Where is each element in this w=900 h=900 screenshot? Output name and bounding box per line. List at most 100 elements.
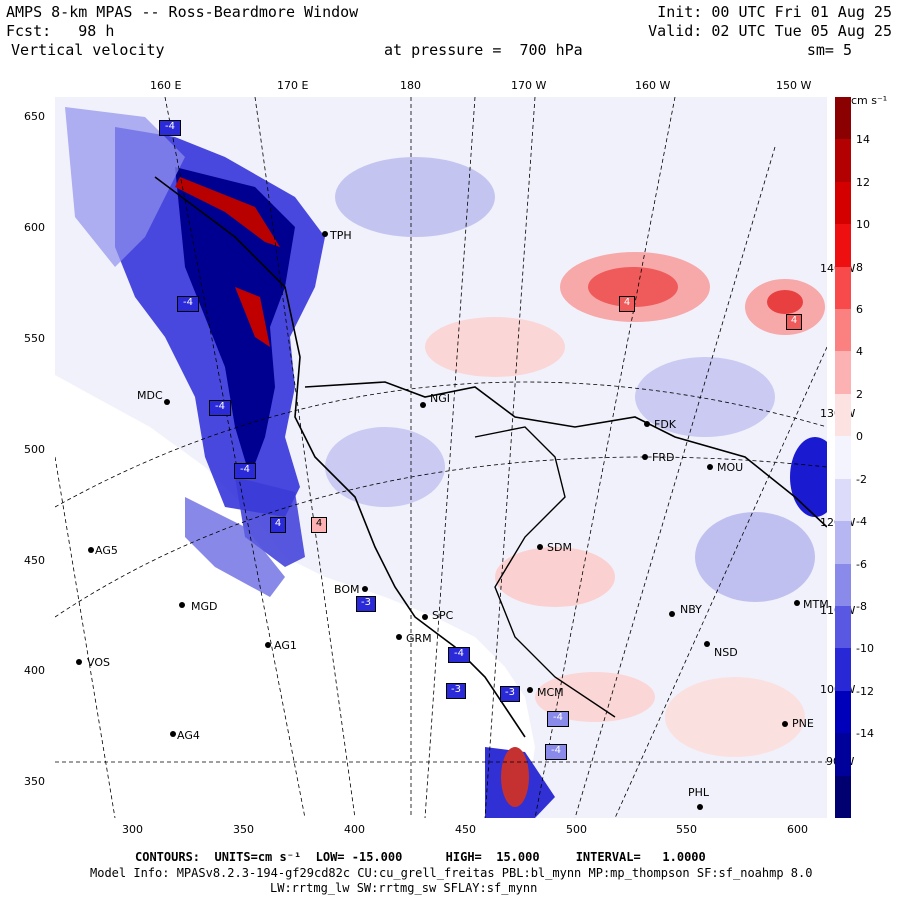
x-tick-label: 400: [344, 823, 365, 836]
station-label: BOM: [334, 583, 360, 596]
updraft-streak: [501, 747, 529, 807]
x-tick-label: 450: [455, 823, 476, 836]
colorbar-tick-label: -14: [856, 727, 874, 741]
updraft-streak: [175, 177, 280, 247]
contour-label: -4: [547, 711, 569, 727]
station-label: MOU: [717, 461, 744, 474]
colorbar-segment: [835, 97, 851, 140]
grounding-line: [474, 426, 616, 718]
colorbar-segment: [835, 351, 851, 395]
colorbar-segment: [835, 139, 851, 183]
downdraft-area: [635, 357, 775, 437]
valid-time: Valid: 02 UTC Tue 05 Aug 25: [648, 22, 892, 40]
colorbar-tick-label: 8: [856, 260, 863, 274]
station-label: VOS: [87, 656, 110, 669]
downdraft-patch: [185, 497, 285, 597]
colorbar-segment: [835, 478, 851, 522]
contour-label: 4: [270, 517, 286, 533]
contour-label: 4: [786, 314, 802, 330]
station-label: NSD: [714, 646, 738, 659]
colorbar-units: cm s⁻¹: [851, 94, 888, 107]
colorbar-segment: [835, 733, 851, 777]
contour-label: -4: [545, 744, 567, 760]
station-label: PNE: [792, 717, 814, 730]
strong-downdraft-core: [175, 167, 295, 477]
colorbar-segment: [835, 181, 851, 225]
y-tick-label: 550: [24, 332, 45, 345]
colorbar-tick-label: -6: [856, 557, 867, 571]
plot-title: AMPS 8-km MPAS -- Ross-Beardmore Window: [6, 3, 359, 21]
updraft-area: [425, 317, 565, 377]
station-label: MGD: [191, 600, 218, 613]
colorbar-segment: [835, 224, 851, 268]
y-tick-label: 650: [24, 110, 45, 123]
graticule: [55, 97, 827, 818]
station-label: FRD: [652, 451, 675, 464]
y-tick-label: 450: [24, 554, 45, 567]
station-label: FDK: [654, 418, 677, 431]
station-label: MDC: [137, 389, 163, 402]
top-lon-label: 170 E: [277, 79, 309, 92]
downdraft-area: [335, 157, 495, 237]
x-tick-label: 600: [787, 823, 808, 836]
contour-label: 4: [311, 517, 327, 533]
colorbar-segment: [835, 605, 851, 649]
top-lon-label: 160 E: [150, 79, 182, 92]
colorbar-tick-label: -8: [856, 599, 867, 613]
colorbar-tick-label: -12: [856, 684, 874, 698]
x-tick-label: 300: [122, 823, 143, 836]
colorbar: [835, 97, 851, 819]
vertical-velocity-map: [55, 97, 827, 818]
contour-label: -4: [177, 296, 199, 312]
contour-label: -3: [446, 683, 466, 699]
colorbar-tick-label: 14: [856, 133, 870, 147]
station-label: AG1: [274, 639, 297, 652]
physics-info: LW:rrtmg_lw SW:rrtmg_sw SFLAY:sf_mynn: [270, 881, 538, 895]
contour-label: -4: [234, 463, 256, 479]
model-info: Model Info: MPASv8.2.3-194-gf29cd82c CU:…: [90, 866, 813, 880]
updraft-core: [588, 267, 678, 307]
colorbar-segment: [835, 563, 851, 607]
top-lon-label: 160 W: [635, 79, 671, 92]
forecast-hour: Fcst: 98 h: [6, 22, 115, 40]
masked-terrain-region: [55, 375, 535, 818]
contour-info: CONTOURS: UNITS=cm s⁻¹ LOW= -15.000 HIGH…: [135, 850, 706, 864]
x-tick-label: 550: [676, 823, 697, 836]
contour-label: -3: [356, 596, 376, 612]
top-lon-label: 150 W: [776, 79, 812, 92]
contour-label: -4: [159, 120, 181, 136]
colorbar-tick-label: 6: [856, 303, 863, 317]
station-label: GRM: [406, 632, 432, 645]
init-time: Init: 00 UTC Fri 01 Aug 25: [657, 3, 892, 21]
x-tick-label: 500: [566, 823, 587, 836]
colorbar-segment: [835, 775, 851, 819]
contour-label: -4: [209, 400, 231, 416]
field-name: Vertical velocity: [2, 41, 165, 59]
colorbar-tick-label: -4: [856, 515, 867, 529]
colorbar-tick-label: -2: [856, 472, 867, 486]
station-label: MCM: [537, 686, 564, 699]
station-label: NBY: [680, 603, 702, 616]
colorbar-tick-label: -10: [856, 642, 874, 656]
station-label: MTM: [803, 598, 829, 611]
contour-label: 4: [619, 296, 635, 312]
y-tick-label: 600: [24, 221, 45, 234]
station-label: NGI: [430, 392, 450, 405]
station-label: TPH: [330, 229, 352, 242]
colorbar-segment: [835, 266, 851, 310]
downdraft-area: [790, 437, 827, 517]
y-tick-label: 400: [24, 664, 45, 677]
station-label: AG5: [95, 544, 118, 557]
station-markers: [76, 231, 800, 810]
downdraft-fringe: [65, 107, 185, 267]
updraft-streak: [235, 287, 270, 347]
contour-label: -4: [448, 647, 470, 663]
colorbar-tick-label: 4: [856, 345, 863, 359]
y-tick-label: 500: [24, 443, 45, 456]
colorbar-tick-label: 10: [856, 218, 870, 232]
colorbar-tick-label: 2: [856, 387, 863, 401]
colorbar-segment: [835, 393, 851, 437]
colorbar-segment: [835, 690, 851, 734]
colorbar-segment: [835, 521, 851, 565]
colorbar-segment: [835, 436, 851, 480]
